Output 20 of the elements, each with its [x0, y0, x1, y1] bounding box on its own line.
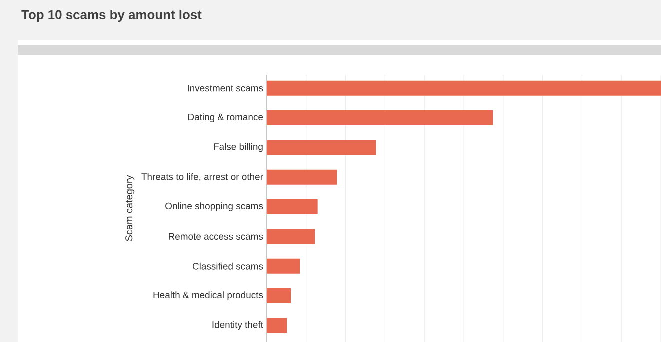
y-tick-label: Online shopping scams [166, 202, 264, 212]
bar [267, 80, 661, 96]
bar [267, 318, 288, 334]
text: Top 10 scams by amount lost [22, 10, 202, 22]
bar [267, 170, 338, 185]
y-tick-label: Remote access scams [169, 233, 264, 240]
y-tick-label: Threats to life, arrest or other [142, 173, 264, 182]
bar [267, 200, 318, 215]
y-tick-label: Dating & romance [188, 114, 264, 122]
y-tick-label: Health & medical products [154, 292, 264, 300]
y-axis-title: Scam category [126, 175, 135, 242]
bar [267, 140, 376, 156]
bar [267, 110, 494, 126]
y-tick-label: Identity theft [212, 321, 264, 330]
bar [267, 229, 316, 244]
y-tick-label: False billing [214, 143, 263, 152]
bar [267, 258, 300, 274]
y-tick-label: Classified scams [192, 262, 264, 270]
y-tick-label: Investment scams [188, 85, 264, 92]
bar [267, 288, 292, 304]
